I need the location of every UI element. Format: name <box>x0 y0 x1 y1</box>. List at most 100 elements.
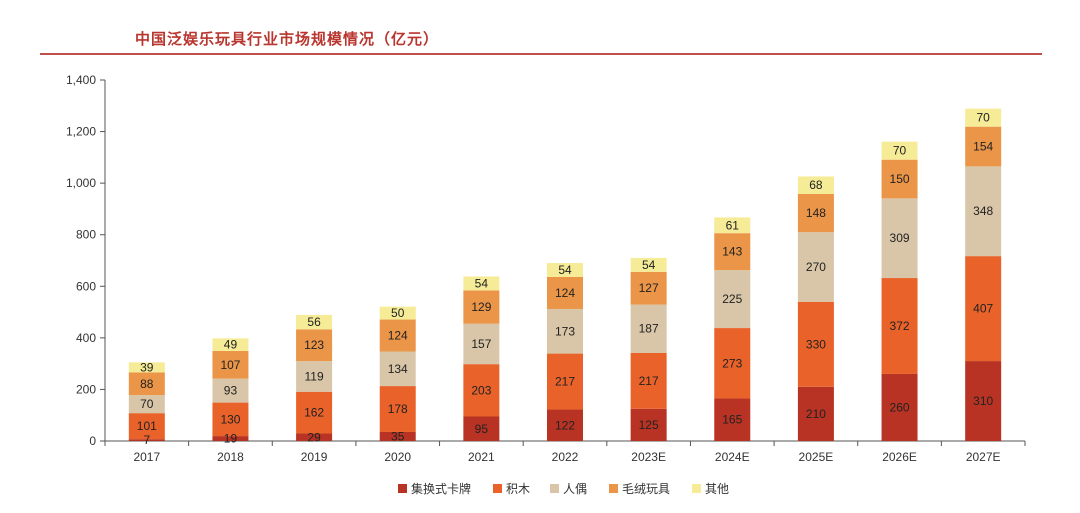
bar-segment <box>379 386 416 432</box>
bar-segment <box>128 395 165 414</box>
data-label: 270 <box>806 260 826 274</box>
bar-segment <box>547 263 583 278</box>
bar-segment <box>714 398 751 441</box>
bar-segment <box>463 290 500 324</box>
bar-segment <box>212 402 249 437</box>
data-label: 54 <box>642 258 656 272</box>
title-divider <box>40 53 1042 55</box>
bar-segment <box>296 391 333 434</box>
bar-segment <box>630 257 667 272</box>
data-label: 309 <box>890 231 910 245</box>
legend-label: 毛绒玩具 <box>622 482 670 496</box>
data-label: 49 <box>224 338 238 352</box>
data-label: 7 <box>143 433 150 447</box>
legend: 集换式卡牌 积木 人偶 毛绒玩具 其他 <box>398 481 729 496</box>
bar-segment <box>630 271 667 305</box>
x-tick-label: 2019 <box>301 450 328 464</box>
y-tick-label: 600 <box>76 279 96 293</box>
bar-segment <box>630 408 667 441</box>
x-tick-label: 2024E <box>715 450 750 464</box>
data-label: 88 <box>140 377 154 391</box>
data-label: 127 <box>639 281 659 295</box>
data-label: 95 <box>475 422 489 436</box>
data-label: 93 <box>224 384 238 398</box>
bar-segment <box>212 351 249 379</box>
bar-segment <box>379 306 416 320</box>
y-tick-label: 1,000 <box>66 176 96 190</box>
data-label: 157 <box>471 337 491 351</box>
data-label: 225 <box>722 292 742 306</box>
legend-label: 积木 <box>506 482 530 496</box>
data-label: 273 <box>722 356 742 370</box>
legend-label: 集换式卡牌 <box>411 481 471 496</box>
data-label: 143 <box>722 245 742 259</box>
bar-segment <box>128 439 165 441</box>
data-label: 210 <box>806 407 826 421</box>
legend-swatch <box>609 484 618 493</box>
data-label: 129 <box>471 300 491 314</box>
y-tick-label: 1,200 <box>66 125 96 139</box>
bar-segment <box>714 270 751 329</box>
legend-label: 其他 <box>705 482 729 496</box>
data-label: 217 <box>639 374 659 388</box>
data-label: 54 <box>558 263 572 277</box>
data-label: 187 <box>639 322 659 336</box>
x-tick-label: 2022 <box>552 450 579 464</box>
bar-segment <box>881 141 918 160</box>
y-tick-label: 800 <box>76 228 96 242</box>
data-label: 178 <box>388 402 408 416</box>
bar-segment <box>547 353 583 410</box>
bar-segment <box>965 256 1002 362</box>
bar-segment <box>714 328 751 399</box>
y-tick-label: 0 <box>89 434 96 448</box>
data-label: 125 <box>639 418 659 432</box>
bar-segment <box>463 416 500 441</box>
data-label: 407 <box>973 302 993 316</box>
x-tick-label: 2020 <box>384 450 411 464</box>
bar-segment <box>379 319 416 352</box>
x-tick-label: 2027E <box>966 450 1001 464</box>
x-tick-label: 2023E <box>631 450 666 464</box>
y-tick-label: 1,400 <box>66 73 96 87</box>
data-label: 68 <box>809 178 823 192</box>
legend-label: 人偶 <box>563 482 587 496</box>
data-label: 19 <box>224 432 238 446</box>
bar-segment <box>547 409 583 441</box>
bar-segment <box>379 431 416 441</box>
bar-segment <box>881 159 918 199</box>
data-label: 130 <box>220 412 240 426</box>
legend-swatch <box>550 484 559 493</box>
bar-segment <box>881 278 918 374</box>
bar-segment <box>630 304 667 353</box>
bar-segment <box>547 277 583 309</box>
bar-segment <box>714 233 751 271</box>
bar-segment <box>296 329 333 362</box>
data-label: 348 <box>973 204 993 218</box>
bar-segment <box>463 323 500 365</box>
data-label: 119 <box>305 369 324 383</box>
bar-segment <box>128 362 165 373</box>
bar-segment <box>212 436 249 441</box>
bar-segment <box>212 338 249 352</box>
data-label: 165 <box>722 413 742 427</box>
data-label: 372 <box>890 319 910 333</box>
bar-segment <box>797 301 834 387</box>
x-tick-label: 2017 <box>133 450 160 464</box>
bar-segment <box>797 193 834 233</box>
data-label: 122 <box>555 418 575 432</box>
bar-segment <box>379 351 416 387</box>
legend-swatch <box>493 484 502 493</box>
data-label: 124 <box>388 329 408 343</box>
chart-title: 中国泛娱乐玩具行业市场规模情况（亿元） <box>135 30 440 48</box>
data-label: 123 <box>304 338 324 352</box>
data-label: 35 <box>391 429 405 443</box>
y-tick-label: 200 <box>76 382 96 396</box>
data-label: 61 <box>726 218 740 232</box>
bar-segment <box>714 217 751 234</box>
bar-segment <box>212 378 249 403</box>
data-label: 134 <box>388 362 408 376</box>
data-label: 124 <box>555 286 575 300</box>
bar-segment <box>547 308 583 354</box>
